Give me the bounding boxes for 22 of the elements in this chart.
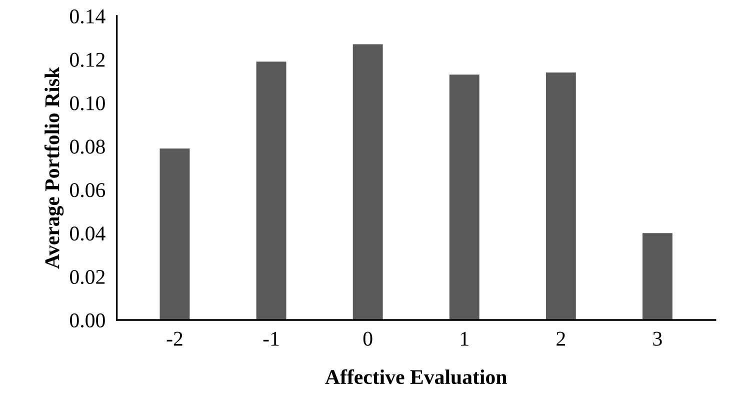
y-tick-label: 0.04 bbox=[70, 226, 106, 241]
y-tick-label: 0.14 bbox=[70, 9, 106, 24]
y-tick-label: 0.02 bbox=[70, 270, 105, 284]
y-tick-label: 0.10 bbox=[70, 96, 105, 110]
x-tick-label: 3 bbox=[653, 332, 662, 346]
x-tick-label: 0 bbox=[363, 332, 372, 346]
y-axis-title: Average Portfolio Risk bbox=[44, 66, 64, 269]
x-axis-title: Affective Evaluation bbox=[325, 369, 507, 384]
x-tick-label: 1 bbox=[461, 332, 468, 346]
bar bbox=[352, 44, 383, 320]
bar bbox=[256, 62, 286, 320]
x-tick-label: -1 bbox=[263, 332, 279, 346]
y-tick-label: 0.08 bbox=[70, 140, 105, 154]
y-tick-label: 0.12 bbox=[70, 52, 105, 67]
bar bbox=[546, 72, 576, 320]
y-tick-label: 0.00 bbox=[70, 313, 105, 328]
y-tick-label: 0.06 bbox=[70, 183, 106, 198]
x-tick-label: -2 bbox=[166, 332, 182, 346]
bar bbox=[160, 148, 190, 320]
bar bbox=[449, 74, 480, 320]
x-tick-label: 2 bbox=[556, 332, 565, 346]
bar bbox=[642, 233, 672, 320]
